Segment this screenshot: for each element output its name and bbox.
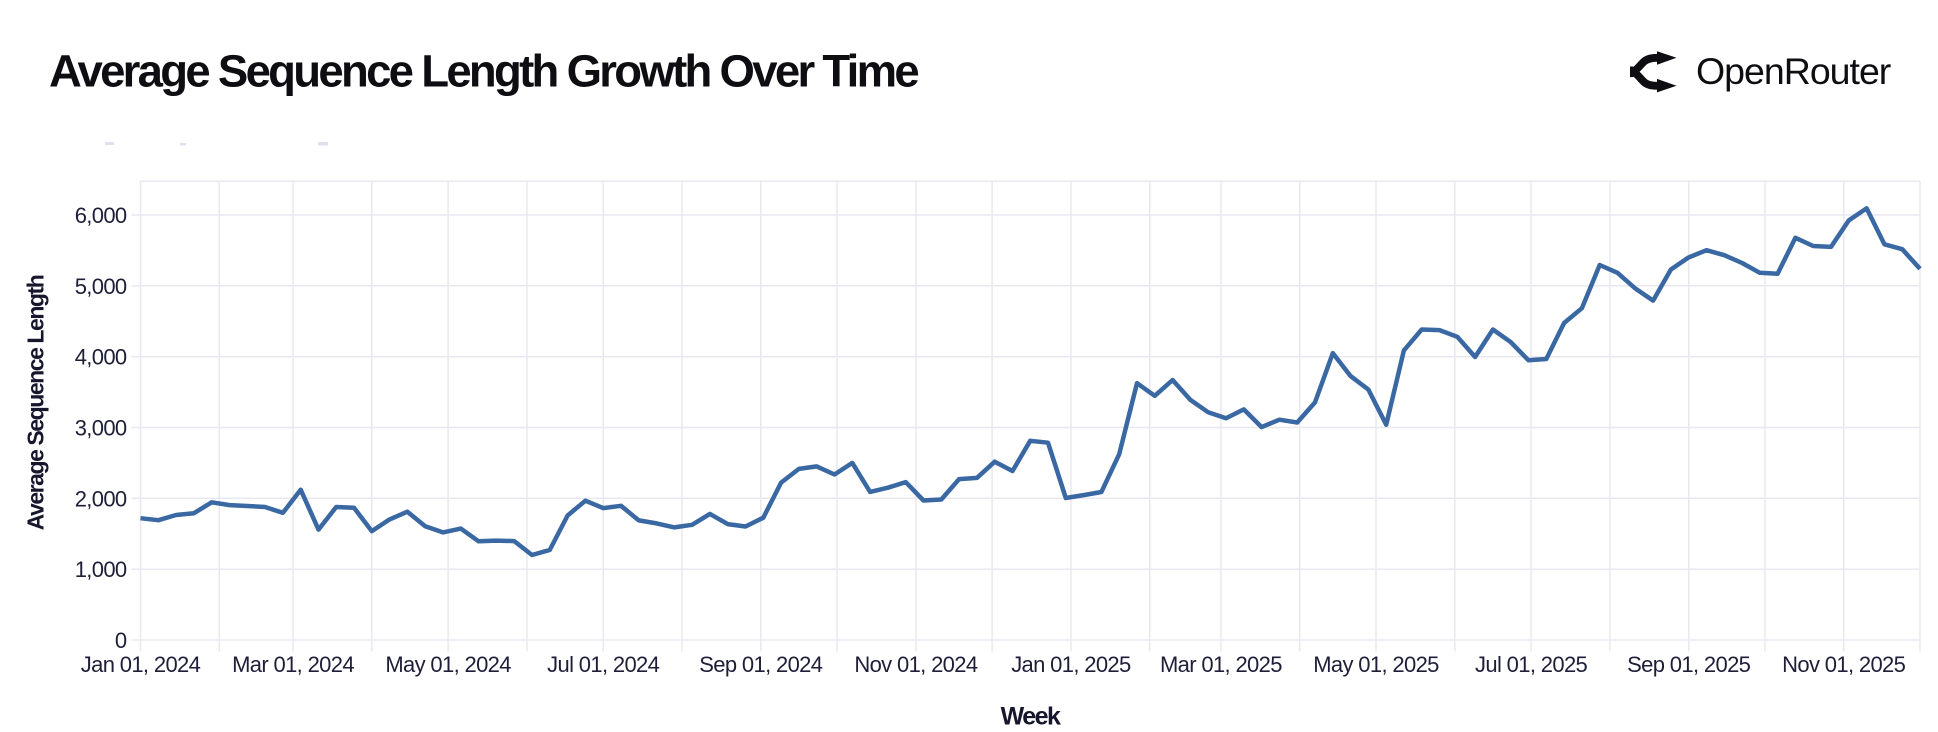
svg-text:4,000: 4,000	[75, 345, 127, 370]
svg-text:Jul 01, 2024: Jul 01, 2024	[547, 652, 659, 677]
svg-text:1,000: 1,000	[75, 557, 127, 582]
svg-text:3,000: 3,000	[75, 416, 127, 441]
svg-text:May 01, 2025: May 01, 2025	[1313, 652, 1439, 677]
svg-text:Average Sequence Length: Average Sequence Length	[23, 275, 49, 530]
svg-text:6,000: 6,000	[75, 203, 127, 228]
svg-text:Nov 01, 2025: Nov 01, 2025	[1782, 652, 1905, 677]
svg-text:May 01, 2024: May 01, 2024	[385, 652, 511, 677]
svg-text:5,000: 5,000	[75, 274, 127, 299]
svg-text:2,000: 2,000	[75, 486, 127, 511]
svg-text:Sep 01, 2024: Sep 01, 2024	[699, 652, 823, 677]
svg-text:Jan 01, 2025: Jan 01, 2025	[1011, 652, 1131, 677]
svg-text:Mar 01, 2025: Mar 01, 2025	[1160, 652, 1282, 677]
svg-text:Nov 01, 2024: Nov 01, 2024	[854, 652, 977, 677]
svg-text:0: 0	[115, 628, 127, 653]
svg-text:Week: Week	[1001, 703, 1061, 731]
svg-text:Sep 01, 2025: Sep 01, 2025	[1627, 652, 1751, 677]
svg-text:OpenRouter: OpenRouter	[1696, 50, 1891, 92]
svg-text:Jan 01, 2024: Jan 01, 2024	[81, 652, 201, 677]
svg-text:Jul 01, 2025: Jul 01, 2025	[1475, 652, 1587, 677]
svg-text:Mar 01, 2024: Mar 01, 2024	[232, 652, 354, 677]
svg-text:Average Sequence Length Growth: Average Sequence Length Growth Over Time	[49, 46, 918, 97]
